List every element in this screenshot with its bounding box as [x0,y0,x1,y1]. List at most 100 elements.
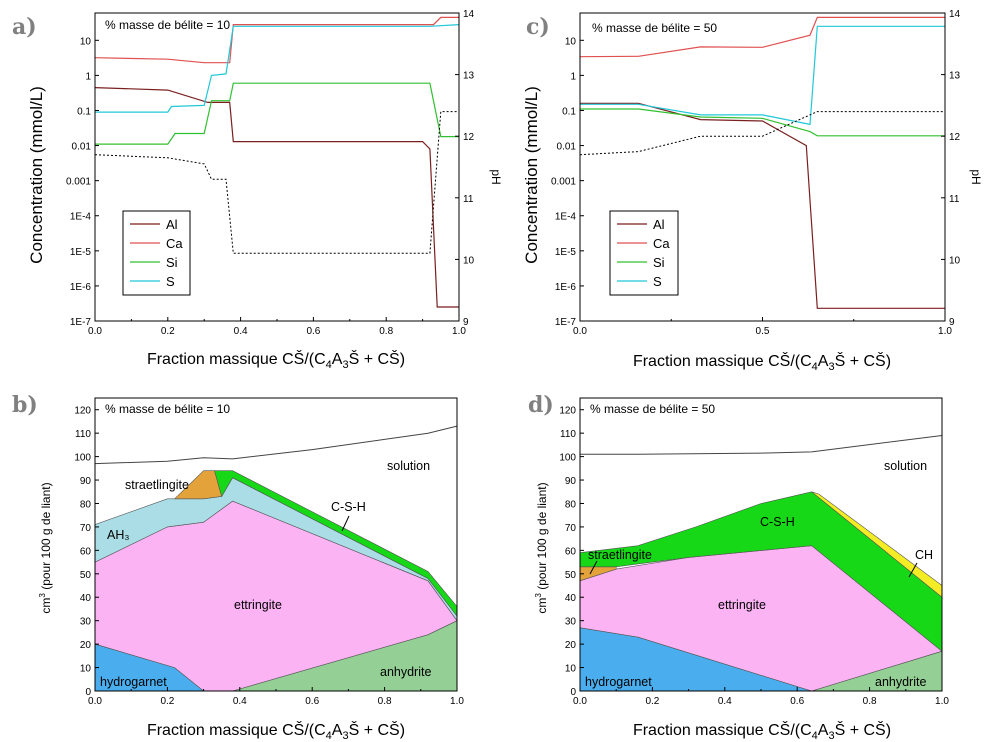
legend-a-s: S [166,274,175,289]
y2tick-label-a: 9 [463,317,469,328]
svg-text:Fraction massique CŠ/(C4A3Š +: Fraction massique CŠ/(C4A3Š + CŠ) [633,351,891,373]
ytick-label-c: 1E-6 [555,282,577,293]
ytick-label-b: 80 [80,499,92,510]
ytick-label-d: 80 [565,499,577,510]
ytick-label-b: 20 [80,640,92,651]
panel-a-y2label: pH [489,169,503,184]
ytick-label-b: 100 [74,453,91,464]
y2tick-label-a: 11 [463,194,474,205]
y2tick-label-a: 10 [463,255,475,266]
solution-line-d [580,435,943,455]
panel-a-xlabel: Fraction massique CŠ/(C4A3Š + CŠ) [147,349,405,371]
ytick-label-b: 110 [75,429,91,440]
panel-c-annotation: % masse de bélite = 50 [592,21,717,35]
panel-a-annotation: % masse de bélite = 10 [105,18,230,32]
panel-b-annotation: % masse de bélite = 10 [105,402,230,416]
y2tick-label-a: 12 [463,132,475,143]
ytick-label-c: 0.001 [551,177,576,188]
panel-b: b) 0.0 0.2 0.4 0.6 0.8 1.0 0 10 20 30 40 50 60 70 80 90… [12,392,464,742]
solution-line-b [94,425,458,465]
ytick-label-a: 0.1 [77,106,91,117]
panel-b-ylabel: cm3 (pour 100 g de liant) [38,482,53,613]
label-d-ettringite: ettringite [718,598,766,612]
series-a-si [95,82,459,145]
xtick-label-d: 0.6 [790,696,804,707]
ytick-label-b: 0 [85,687,91,698]
xtick-label-a: 0.0 [88,326,102,337]
ytick-label-b: 120 [74,406,91,417]
ytick-label-d: 90 [565,476,577,487]
y2tick-label-a: 14 [463,9,475,20]
legend-a-si: Si [166,255,178,270]
label-b-hydrogarnet: hydrogarnet [100,675,167,689]
legend-a-ca: Ca [166,236,183,251]
ytick-label-a: 1E-6 [70,282,92,293]
svg-text:cm3 (pour 100 g de liant): cm3 (pour 100 g de liant) [38,482,53,613]
ytick-label-c: 10 [565,36,577,47]
panel-d-plot: 0.0 0.2 0.4 0.6 0.8 1.0 0 10 20 30 40 50 60 70 80 90 100… [559,397,949,707]
ytick-label-b: 70 [80,523,92,534]
svg-text:Fraction massique CŠ/(C4A3Š +: Fraction massique CŠ/(C4A3Š + CŠ) [147,349,405,371]
xtick-label-d: 1.0 [935,696,949,707]
ytick-label-d: 120 [559,406,576,417]
xtick-label-b: 1.0 [450,696,464,707]
label-b-csh: C-S-H [331,500,366,514]
panel-b-letter: b) [12,392,38,418]
xtick-label-b: 0.2 [160,696,174,707]
ytick-label-c: 1E-4 [555,212,577,223]
label-d-csh: C-S-H [760,515,795,529]
series-c-ph [579,111,945,156]
ytick-label-c: 1 [570,71,576,82]
ytick-label-d: 50 [565,570,577,581]
panel-d-xlabel: Fraction massique CŠ/(C4A3Š + CŠ) [633,720,891,742]
panel-c-y2label: pH [969,169,983,184]
label-b-straetlingite: straetlingite [125,478,189,492]
ytick-label-c: 1E-5 [555,247,577,258]
ytick-label-b: 60 [80,546,92,557]
label-d-straetlingite: straetlingite [588,548,652,562]
label-b-ah3: AH₃ [107,528,129,542]
xtick-label-c: 0.5 [756,326,770,337]
ytick-label-b: 90 [80,476,92,487]
ytick-label-a: 0.001 [66,177,91,188]
xtick-label-b: 0.8 [378,696,392,707]
xtick-label-a: 0.8 [379,326,393,337]
ytick-label-d: 0 [570,687,576,698]
ytick-label-a: 0.01 [72,142,92,153]
ytick-label-c: 0.01 [557,142,577,153]
series-c-s [580,25,945,126]
ytick-label-d: 10 [565,664,577,675]
series-a-ph [94,111,459,254]
series-c-ca [579,16,945,58]
label-b-solution: solution [387,459,430,473]
legend-a-al: Al [166,217,178,232]
xtick-label-d: 0.4 [718,696,732,707]
panel-c-xlabel: Fraction massique CŠ/(C4A3Š + CŠ) [633,351,891,373]
y2tick-label-c: 12 [949,132,961,143]
series-c-al [580,102,945,309]
ytick-label-d: 100 [559,453,576,464]
ytick-label-d: 60 [565,546,577,557]
xtick-label-d: 0.8 [863,696,877,707]
panel-c-plot: 0.0 0.5 1.0 1E-7 1E-6 1E-5 1E-4 0.001 0.01 0.1 1 10… [551,9,961,337]
ytick-label-b: 50 [80,570,92,581]
label-d-ch: CH [915,548,933,562]
xtick-label-a: 0.6 [306,326,320,337]
panel-a-legend: Al Ca Si S [122,210,191,296]
panel-d-annotation: % masse de bélite = 50 [590,402,715,416]
legend-c-s: S [653,274,662,289]
ytick-label-c: 1E-7 [555,317,577,328]
y2tick-label-c: 13 [949,71,961,82]
ytick-label-b: 40 [80,593,92,604]
xtick-label-b: 0.4 [233,696,247,707]
panel-c-legend: Al Ca Si S [609,210,679,296]
xtick-label-b: 0.6 [305,696,319,707]
panel-c-ylabel: Concentration (mmol/L) [522,86,541,264]
ytick-label-d: 30 [565,617,577,628]
label-d-solution: solution [884,459,927,473]
panel-d-letter: d) [528,392,554,418]
panel-a-plot: 0.0 0.2 0.4 0.6 0.8 1.0 1E-7 1E-6 1E-5 1E-4 0.001 0… [66,9,475,337]
panel-c-letter: c) [526,14,550,40]
xtick-label-c: 0.0 [573,326,587,337]
